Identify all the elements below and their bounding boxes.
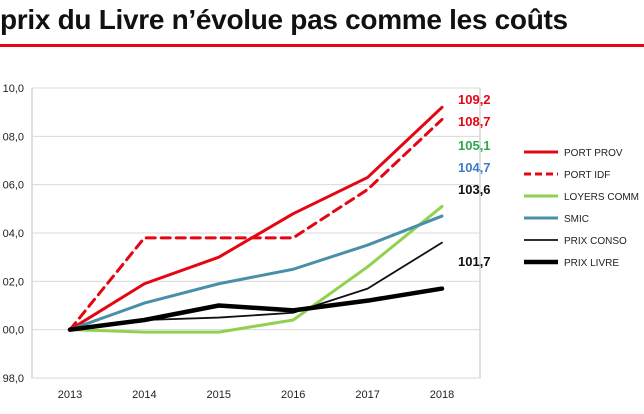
page-title: prix du Livre n’évolue pas comme les coû… [0,4,568,35]
legend-label: PORT IDF [564,170,610,181]
end-value-label: 104,7 [458,160,491,175]
end-value-label: 103,6 [458,182,491,197]
x-tick-label: 2015 [207,389,231,401]
y-axis-ticks: 98,0 00,0 02,0 04,0 06,0 08,0 10,0 [3,83,24,385]
grid-lines [32,87,480,379]
end-value-label: 101,7 [458,254,491,269]
legend-label: PRIX LIVRE [564,258,619,269]
x-tick-label: 2018 [430,389,454,401]
y-tick-label: 98,0 [3,373,24,385]
x-tick-label: 2014 [132,389,156,401]
y-tick-label: 02,0 [3,276,24,288]
end-value-label: 108,7 [458,114,491,129]
y-tick-label: 06,0 [3,180,24,192]
y-tick-label: 04,0 [3,228,24,240]
legend-label: SMIC [564,214,589,225]
x-tick-label: 2017 [355,389,379,401]
legend: PORT PROV PORT IDF LOYERS COMM SMIC PRIX CON… [524,148,639,269]
end-value-label: 105,1 [458,138,491,153]
series-line [69,241,443,331]
x-tick-label: 2016 [281,389,305,401]
end-value-label: 109,2 [458,92,491,107]
end-value-labels: 109,2 108,7 105,1 104,7 103,6 101,7 [458,92,491,269]
series-line [68,117,444,332]
title-underline [0,44,644,47]
y-tick-label: 00,0 [3,325,24,337]
legend-label: PORT PROV [564,148,623,159]
series-line [68,214,444,332]
series-line [68,105,444,332]
series-lines [67,105,445,334]
series-line [67,286,445,332]
legend-label: LOYERS COMM [564,192,639,203]
legend-label: PRIX CONSO [564,236,627,247]
x-axis-ticks: 2013 2014 2015 2016 2017 2018 [58,389,454,401]
x-tick-label: 2013 [58,389,82,401]
series-line [68,204,444,334]
y-tick-label: 08,0 [3,131,24,143]
y-tick-label: 10,0 [3,83,24,95]
